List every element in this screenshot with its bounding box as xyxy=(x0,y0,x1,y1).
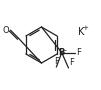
Text: F: F xyxy=(77,48,82,57)
Text: +: + xyxy=(82,25,88,31)
Text: B: B xyxy=(58,48,64,57)
Text: F: F xyxy=(69,58,74,67)
Text: K: K xyxy=(78,27,85,37)
Text: F: F xyxy=(54,57,59,66)
Text: −: − xyxy=(61,48,67,53)
Text: O: O xyxy=(3,26,9,35)
